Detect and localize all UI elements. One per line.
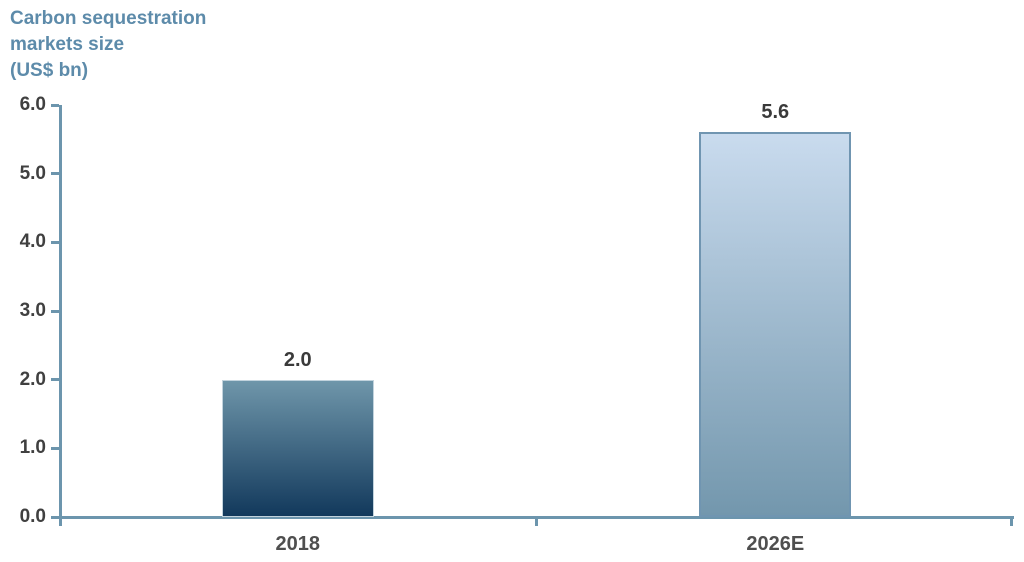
chart-title: Carbon sequestration markets size (US$ b… — [10, 6, 206, 84]
y-tick-label: 4.0 — [19, 231, 46, 253]
y-tick-label: 6.0 — [19, 94, 46, 115]
chart-title-line-2: markets size — [10, 34, 125, 55]
y-tick-label: 1.0 — [19, 437, 46, 459]
category-label-2026e: 2026E — [746, 533, 805, 555]
chart-title-line-1: Carbon sequestration — [10, 8, 207, 29]
value-label-2026e: 5.6 — [761, 101, 790, 124]
y-tick-mark — [51, 309, 59, 313]
bar-2018 — [221, 379, 374, 517]
y-tick-mark — [51, 515, 59, 519]
bar-2026e — [699, 132, 852, 517]
y-tick-label: 2.0 — [19, 368, 46, 390]
x-tick-mark-mid — [535, 516, 538, 526]
y-tick-mark — [51, 240, 59, 244]
y-axis-line — [59, 105, 62, 526]
y-tick-mark — [51, 103, 59, 107]
y-tick-mark — [51, 378, 59, 382]
y-tick-mark — [51, 172, 59, 176]
y-tick-label: 0.0 — [19, 506, 46, 527]
x-tick-mark-end — [1010, 516, 1013, 526]
y-tick-label: 5.0 — [19, 162, 46, 184]
value-label-2018: 2.0 — [283, 348, 312, 371]
category-label-2018: 2018 — [275, 533, 321, 555]
y-tick-label: 3.0 — [19, 300, 46, 321]
y-tick-mark — [51, 446, 59, 450]
chart-title-line-3: (US$ bn) — [10, 60, 89, 81]
